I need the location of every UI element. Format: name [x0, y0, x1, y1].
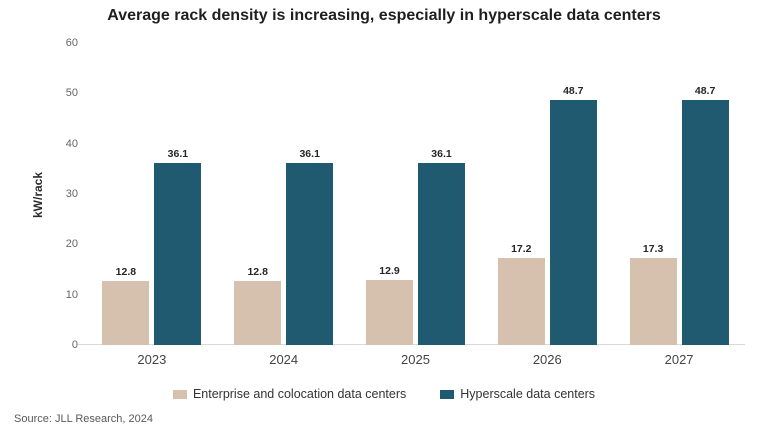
legend-item: Hyperscale data centers	[440, 387, 595, 401]
bar-cell: 12.9	[365, 43, 413, 345]
legend-swatch-icon	[440, 389, 455, 399]
bar-value-label: 36.1	[299, 148, 320, 161]
bar-value-label: 48.7	[563, 84, 584, 97]
y-tick-label: 40	[65, 137, 78, 150]
bar	[681, 99, 729, 345]
bar-cell: 36.1	[286, 43, 334, 345]
y-tick-label: 10	[65, 288, 78, 301]
bar-cell: 36.1	[417, 43, 465, 345]
plot-area: 12.8 36.1 2023 12.8 36.1 2024 12.9 36.1 2025 17.2…	[78, 43, 745, 367]
bar-value-label: 36.1	[167, 148, 189, 161]
legend-swatch-icon	[172, 389, 187, 399]
bar	[497, 258, 545, 345]
legend: Enterprise and colocation data centers Hy…	[0, 387, 768, 401]
y-tick-label: 60	[65, 37, 78, 49]
bar-cell: 12.8	[102, 43, 150, 345]
bar-cell: 17.2	[497, 43, 545, 345]
bar-cell: 17.3	[629, 43, 677, 345]
y-tick-label: 50	[65, 87, 78, 100]
x-tick-label: 2026	[532, 352, 562, 367]
bar	[629, 257, 677, 345]
bar-value-label: 12.9	[379, 265, 400, 278]
bar	[286, 163, 334, 345]
chart-title: Average rack density is increasing, espe…	[107, 7, 661, 24]
bar-cell: 12.8	[234, 43, 282, 345]
bar	[549, 99, 597, 345]
legend-label: Hyperscale data centers	[460, 387, 596, 401]
bar-cell: 48.7	[549, 43, 597, 345]
bar-group-2025: 12.9 36.1 2025	[365, 43, 465, 367]
bar-group-2027: 17.3 48.7 2027	[629, 43, 729, 367]
bar-cell: 36.1	[154, 43, 202, 345]
x-tick-label: 2025	[401, 352, 430, 367]
y-tick-label: 20	[65, 238, 78, 251]
bar-value-label: 48.7	[694, 84, 716, 97]
x-tick-label: 2027	[664, 352, 694, 367]
bar-value-label: 17.2	[511, 243, 532, 256]
x-tick-label: 2023	[137, 352, 167, 367]
bar-value-label: 12.8	[247, 265, 268, 278]
source-note: Source: JLL Research, 2024	[14, 413, 154, 425]
bar	[365, 280, 413, 345]
bar-value-label: 12.8	[115, 265, 137, 278]
bar-group-2026: 17.2 48.7 2026	[497, 43, 597, 367]
bar-value-label: 36.1	[431, 148, 452, 161]
bar	[154, 163, 202, 345]
bar-group-2024: 12.8 36.1 2024	[234, 43, 334, 367]
y-tick-label: 30	[65, 188, 78, 200]
y-axis-ticks: 0 10 20 30 40 50 60	[40, 37, 78, 351]
x-tick-label: 2024	[269, 352, 299, 367]
legend-item: Enterprise and colocation data centers	[172, 387, 407, 401]
legend-label: Enterprise and colocation data centers	[192, 387, 407, 401]
bar	[102, 280, 150, 345]
bar	[417, 163, 465, 345]
y-tick-label: 0	[71, 339, 78, 351]
bar-cell: 48.7	[681, 43, 729, 345]
bar-value-label: 17.3	[642, 242, 664, 255]
bar	[234, 280, 282, 345]
bar-group-2023: 12.8 36.1 2023	[102, 43, 202, 367]
